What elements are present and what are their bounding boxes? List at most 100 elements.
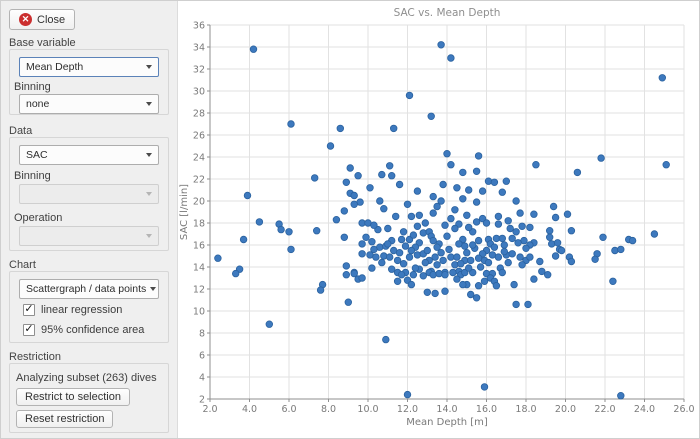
data-point[interactable]	[553, 239, 562, 247]
data-point[interactable]	[563, 210, 572, 218]
data-point[interactable]	[498, 234, 506, 243]
data-point[interactable]	[447, 160, 455, 169]
data-point[interactable]	[368, 237, 376, 246]
data-point[interactable]	[411, 264, 420, 272]
data-point[interactable]	[591, 255, 599, 263]
data-point[interactable]	[243, 191, 252, 200]
data-point[interactable]	[478, 187, 487, 195]
data-point[interactable]	[544, 271, 552, 279]
data-point[interactable]	[358, 250, 366, 258]
data-point[interactable]	[389, 124, 398, 133]
data-point[interactable]	[522, 244, 530, 252]
data-point[interactable]	[549, 202, 558, 211]
data-point[interactable]	[518, 222, 526, 230]
data-point[interactable]	[350, 200, 358, 208]
data-point[interactable]	[350, 269, 358, 278]
data-point[interactable]	[530, 275, 538, 283]
data-point[interactable]	[387, 265, 396, 273]
data-point[interactable]	[407, 212, 416, 221]
data-point[interactable]	[397, 235, 406, 244]
data-point[interactable]	[484, 258, 493, 267]
data-point[interactable]	[551, 213, 560, 222]
data-point[interactable]	[469, 241, 477, 249]
data-point[interactable]	[490, 243, 499, 251]
data-point[interactable]	[536, 257, 544, 266]
data-point[interactable]	[344, 298, 352, 306]
data-point[interactable]	[443, 232, 451, 240]
confidence-area-checkbox[interactable]: 95% confidence area	[23, 324, 144, 336]
data-point[interactable]	[548, 240, 556, 248]
data-point[interactable]	[546, 233, 554, 241]
data-point[interactable]	[512, 228, 520, 236]
data-point[interactable]	[467, 290, 475, 299]
data-point[interactable]	[421, 258, 429, 267]
data-point[interactable]	[506, 224, 514, 233]
data-point[interactable]	[441, 287, 449, 295]
data-point[interactable]	[459, 168, 467, 177]
data-point[interactable]	[498, 188, 506, 196]
data-point[interactable]	[463, 211, 471, 219]
data-point[interactable]	[512, 300, 520, 309]
data-point[interactable]	[413, 222, 422, 230]
data-point[interactable]	[508, 234, 516, 243]
data-point[interactable]	[465, 186, 473, 194]
data-point[interactable]	[484, 177, 493, 185]
data-point[interactable]	[423, 288, 431, 296]
data-point[interactable]	[429, 236, 437, 245]
data-point[interactable]	[437, 248, 445, 257]
chart-type-select[interactable]: Scattergraph / data points	[19, 279, 159, 299]
data-point[interactable]	[516, 253, 524, 261]
data-point[interactable]	[421, 219, 429, 227]
data-point[interactable]	[512, 197, 520, 205]
data-point[interactable]	[650, 230, 659, 238]
data-point[interactable]	[415, 211, 423, 219]
data-point[interactable]	[405, 91, 414, 100]
data-point[interactable]	[405, 253, 414, 261]
data-point[interactable]	[384, 224, 392, 233]
data-point[interactable]	[461, 242, 469, 250]
data-point[interactable]	[451, 224, 459, 233]
data-point[interactable]	[358, 240, 366, 248]
data-point[interactable]	[326, 142, 335, 150]
data-point[interactable]	[376, 197, 384, 205]
data-point[interactable]	[502, 177, 510, 185]
data-point[interactable]	[463, 248, 471, 257]
data-point[interactable]	[472, 198, 481, 206]
data-point[interactable]	[403, 200, 412, 208]
data-point[interactable]	[310, 174, 319, 182]
data-point[interactable]	[399, 260, 408, 268]
data-point[interactable]	[427, 112, 435, 120]
data-point[interactable]	[403, 390, 412, 399]
data-point[interactable]	[399, 228, 408, 236]
data-point[interactable]	[409, 271, 418, 279]
data-point[interactable]	[342, 178, 350, 186]
data-point[interactable]	[340, 207, 348, 215]
data-point[interactable]	[336, 124, 344, 133]
data-point[interactable]	[465, 223, 473, 232]
data-point[interactable]	[285, 228, 293, 236]
data-point[interactable]	[249, 45, 258, 53]
data-point[interactable]	[393, 277, 402, 285]
data-point[interactable]	[395, 248, 404, 257]
data-point[interactable]	[378, 258, 386, 267]
data-point[interactable]	[366, 184, 374, 192]
data-point[interactable]	[480, 383, 489, 391]
data-point[interactable]	[451, 206, 459, 214]
data-point[interactable]	[368, 264, 376, 272]
data-point[interactable]	[465, 264, 473, 272]
data-point[interactable]	[419, 229, 427, 237]
data-point[interactable]	[362, 233, 370, 241]
data-point[interactable]	[599, 233, 607, 241]
data-point[interactable]	[449, 268, 457, 277]
data-point[interactable]	[370, 245, 378, 254]
data-point[interactable]	[433, 243, 441, 251]
data-point[interactable]	[407, 246, 416, 255]
close-button[interactable]: ✕ Close	[9, 9, 76, 30]
data-point[interactable]	[494, 212, 503, 221]
data-point[interactable]	[437, 41, 445, 49]
data-point[interactable]	[380, 252, 388, 260]
data-point[interactable]	[472, 294, 481, 302]
data-point[interactable]	[472, 167, 481, 175]
data-point[interactable]	[467, 256, 475, 265]
data-point[interactable]	[441, 221, 449, 229]
